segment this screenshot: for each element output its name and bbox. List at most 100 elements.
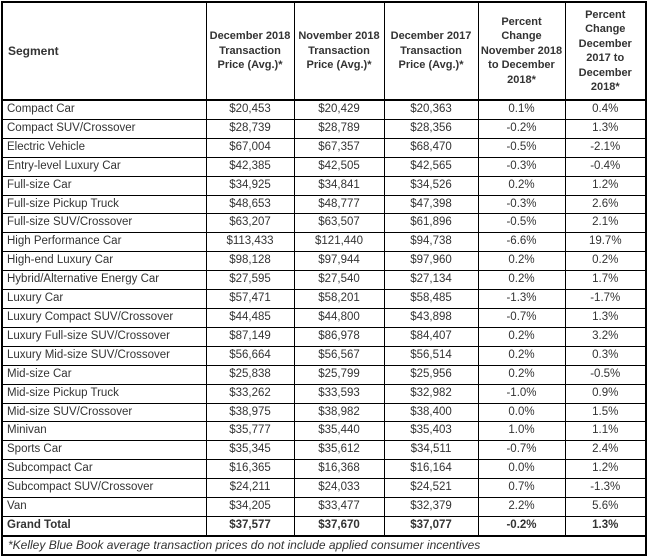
value-cell: 0.0% xyxy=(477,459,566,480)
value-cell: $33,593 xyxy=(293,383,385,404)
value-cell: 0.2% xyxy=(477,364,566,385)
segment-cell: Sports Car xyxy=(1,440,207,461)
segment-cell: Hybrid/Alternative Energy Car xyxy=(1,270,207,291)
table-row: Van $34,205 $33,477 $32,379 2.2% 5.6% xyxy=(1,497,647,517)
value-cell: $37,577 xyxy=(205,515,295,537)
value-cell: $94,738 xyxy=(383,232,479,253)
value-cell: $67,357 xyxy=(293,137,385,158)
value-cell: $35,777 xyxy=(205,421,295,442)
value-cell: 19.7% xyxy=(564,232,647,253)
value-cell: 2.1% xyxy=(564,213,647,234)
segment-cell: Mid-size Pickup Truck xyxy=(1,383,207,404)
value-cell: $42,505 xyxy=(293,156,385,177)
table-row: Compact Car $20,453 $20,429 $20,363 0.1% 0.4% xyxy=(1,99,647,120)
value-cell: 1.5% xyxy=(564,402,647,423)
value-cell: $48,777 xyxy=(293,194,385,215)
table-row: Entry-level Luxury Car $42,385 $42,505 $42,… xyxy=(1,156,647,177)
value-cell: $35,612 xyxy=(293,440,385,461)
value-cell: $34,841 xyxy=(293,175,385,196)
value-cell: $44,485 xyxy=(205,307,295,328)
value-cell: 3.2% xyxy=(564,326,647,347)
value-cell: $25,838 xyxy=(205,364,295,385)
value-cell: -6.6% xyxy=(477,232,566,253)
value-cell: $44,800 xyxy=(293,307,385,328)
segment-cell: Full-size Car xyxy=(1,175,207,196)
column-header-november-2018-price: November 2018 Transaction Price (Avg.)* xyxy=(293,1,385,101)
segment-cell: Full-size Pickup Truck xyxy=(1,194,207,215)
value-cell: 0.1% xyxy=(477,99,566,120)
segment-cell: Minivan xyxy=(1,421,207,442)
value-cell: $34,526 xyxy=(383,175,479,196)
column-header-pct-change-dec-2017-2018: Percent Change December 2017 to December… xyxy=(564,1,647,101)
value-cell: 0.2% xyxy=(477,345,566,366)
value-cell: $20,429 xyxy=(293,99,385,120)
value-cell: $16,164 xyxy=(383,459,479,480)
value-cell: 1.1% xyxy=(564,421,647,442)
value-cell: $97,944 xyxy=(293,251,385,272)
value-cell: 2.6% xyxy=(564,194,647,215)
value-cell: $24,211 xyxy=(205,478,295,499)
value-cell: $28,789 xyxy=(293,118,385,139)
table-row: Mid-size SUV/Crossover $38,975 $38,982 $38,… xyxy=(1,402,647,423)
value-cell: -0.7% xyxy=(477,440,566,461)
value-cell: $38,982 xyxy=(293,402,385,423)
segment-cell: Luxury Mid-size SUV/Crossover xyxy=(1,345,207,366)
value-cell: $42,565 xyxy=(383,156,479,177)
value-cell: 0.2% xyxy=(564,251,647,272)
table-row: High-end Luxury Car $98,128 $97,944 $97,960… xyxy=(1,251,647,272)
value-cell: 0.7% xyxy=(477,478,566,499)
footnote-row: *Kelley Blue Book average transaction pr… xyxy=(1,534,647,556)
value-cell: 0.0% xyxy=(477,402,566,423)
value-cell: 5.6% xyxy=(564,497,647,517)
value-cell: $68,470 xyxy=(383,137,479,158)
value-cell: $37,077 xyxy=(383,515,479,537)
segment-cell: Entry-level Luxury Car xyxy=(1,156,207,177)
column-header-december-2017-price: December 2017 Transaction Price (Avg.)* xyxy=(383,1,479,101)
value-cell: $42,385 xyxy=(205,156,295,177)
value-cell: $58,485 xyxy=(383,289,479,309)
value-cell: 1.3% xyxy=(564,307,647,328)
segment-cell: Full-size SUV/Crossover xyxy=(1,213,207,234)
value-cell: $58,201 xyxy=(293,289,385,309)
column-header-segment: Segment xyxy=(1,1,207,101)
header-row: Segment December 2018 Transaction Price … xyxy=(1,1,647,101)
value-cell: $113,433 xyxy=(205,232,295,253)
value-cell: $86,978 xyxy=(293,326,385,347)
table-row: Subcompact Car $16,365 $16,368 $16,164 0.0% 1… xyxy=(1,459,647,480)
value-cell: $27,595 xyxy=(205,270,295,291)
value-cell: 1.3% xyxy=(564,118,647,139)
value-cell: $32,982 xyxy=(383,383,479,404)
segment-cell: Compact SUV/Crossover xyxy=(1,118,207,139)
value-cell: $37,670 xyxy=(293,515,385,537)
value-cell: $32,379 xyxy=(383,497,479,517)
segment-cell: Compact Car xyxy=(1,99,207,120)
value-cell: $35,440 xyxy=(293,421,385,442)
table-row: Mid-size Car $25,838 $25,799 $25,956 0.2% -0.… xyxy=(1,364,647,385)
table-row: Subcompact SUV/Crossover $24,211 $24,033 $2… xyxy=(1,478,647,499)
value-cell: $25,799 xyxy=(293,364,385,385)
value-cell: $67,004 xyxy=(205,137,295,158)
value-cell: -0.3% xyxy=(477,194,566,215)
value-cell: 0.3% xyxy=(564,345,647,366)
table-row: Luxury Car $57,471 $58,201 $58,485 -1.3% -1.7… xyxy=(1,289,647,309)
segment-cell: Van xyxy=(1,497,207,517)
value-cell: -1.0% xyxy=(477,383,566,404)
value-cell: $43,898 xyxy=(383,307,479,328)
grand-total-row: Grand Total $37,577 $37,670 $37,077 -0.2% 1.3… xyxy=(1,515,647,537)
segment-cell: High-end Luxury Car xyxy=(1,251,207,272)
table-header: Segment December 2018 Transaction Price … xyxy=(1,1,647,101)
table-row: Luxury Mid-size SUV/Crossover $56,664 $56,… xyxy=(1,345,647,366)
value-cell: $56,664 xyxy=(205,345,295,366)
value-cell: $34,205 xyxy=(205,497,295,517)
table-row: Luxury Compact SUV/Crossover $44,485 $44,8… xyxy=(1,307,647,328)
value-cell: -2.1% xyxy=(564,137,647,158)
value-cell: $35,403 xyxy=(383,421,479,442)
value-cell: -0.5% xyxy=(477,213,566,234)
table-row: Full-size SUV/Crossover $63,207 $63,507 $61… xyxy=(1,213,647,234)
table-body: Compact Car $20,453 $20,429 $20,363 0.1% 0.4%… xyxy=(1,99,647,537)
value-cell: $56,567 xyxy=(293,345,385,366)
value-cell: $48,653 xyxy=(205,194,295,215)
value-cell: $61,896 xyxy=(383,213,479,234)
table-footer: *Kelley Blue Book average transaction pr… xyxy=(1,534,647,556)
value-cell: $27,540 xyxy=(293,270,385,291)
